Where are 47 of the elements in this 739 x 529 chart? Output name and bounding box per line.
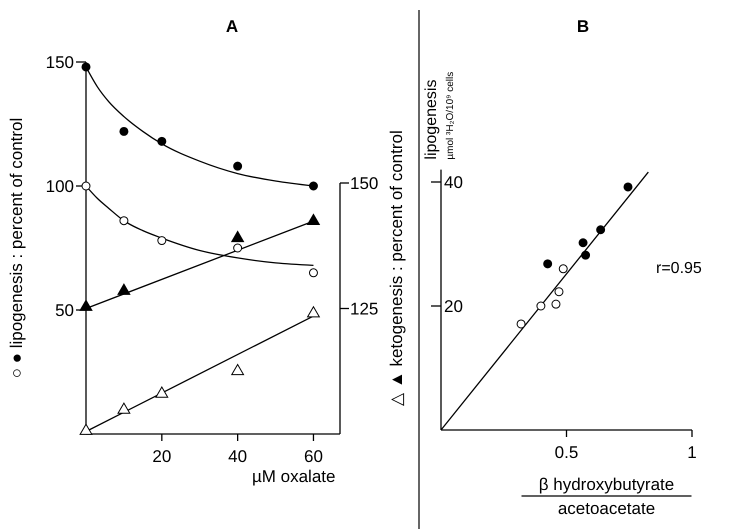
point bbox=[624, 182, 632, 192]
y-tick-label: 50 bbox=[55, 301, 74, 320]
point bbox=[554, 287, 564, 296]
annotation: r=0.95 bbox=[656, 260, 702, 277]
point bbox=[308, 182, 318, 190]
point bbox=[231, 364, 244, 376]
point bbox=[155, 386, 168, 398]
x-tick-label: 0.5 bbox=[554, 443, 578, 462]
point bbox=[157, 236, 166, 246]
y-tick-label: 150 bbox=[46, 53, 74, 72]
point bbox=[307, 306, 320, 318]
point bbox=[543, 259, 552, 268]
point bbox=[118, 284, 130, 295]
point bbox=[119, 126, 128, 136]
x-axis-title: β hydroxybutyrate acetoacetate bbox=[538, 475, 674, 518]
point bbox=[82, 182, 90, 190]
y2-axis-title: △ ▲ ketogenesis : percent of control bbox=[387, 130, 406, 406]
point bbox=[82, 62, 90, 72]
chart-title: B bbox=[576, 17, 590, 36]
x-tick-label: 60 bbox=[304, 447, 323, 466]
y-axis-title: ○ ● lipogenesis : percent of control bbox=[7, 118, 26, 378]
x-tick-label: 20 bbox=[152, 447, 172, 466]
point bbox=[578, 238, 588, 248]
point bbox=[558, 264, 568, 274]
point bbox=[307, 214, 320, 226]
x-tick-label: 40 bbox=[228, 447, 248, 466]
point bbox=[536, 302, 546, 310]
point bbox=[80, 424, 92, 435]
y-tick-label: 100 bbox=[46, 177, 74, 196]
point bbox=[80, 300, 92, 311]
y2-tick-label: 150 bbox=[350, 174, 378, 193]
point bbox=[231, 230, 244, 242]
x-axis-title: µM oxalate bbox=[252, 467, 336, 486]
point bbox=[118, 402, 130, 414]
y2-tick-label: 125 bbox=[350, 300, 378, 318]
chart-title: A bbox=[226, 17, 238, 36]
point bbox=[551, 300, 560, 309]
y-axis-title: lipogenesis µmol ³H₂O/10⁹ cells bbox=[423, 72, 456, 160]
point bbox=[516, 320, 526, 328]
point bbox=[119, 216, 128, 226]
point bbox=[596, 225, 606, 234]
point bbox=[233, 244, 242, 252]
point bbox=[308, 268, 318, 278]
x-tick-label: 1 bbox=[687, 443, 697, 462]
point bbox=[157, 136, 166, 146]
point bbox=[581, 250, 590, 260]
point bbox=[233, 162, 242, 171]
